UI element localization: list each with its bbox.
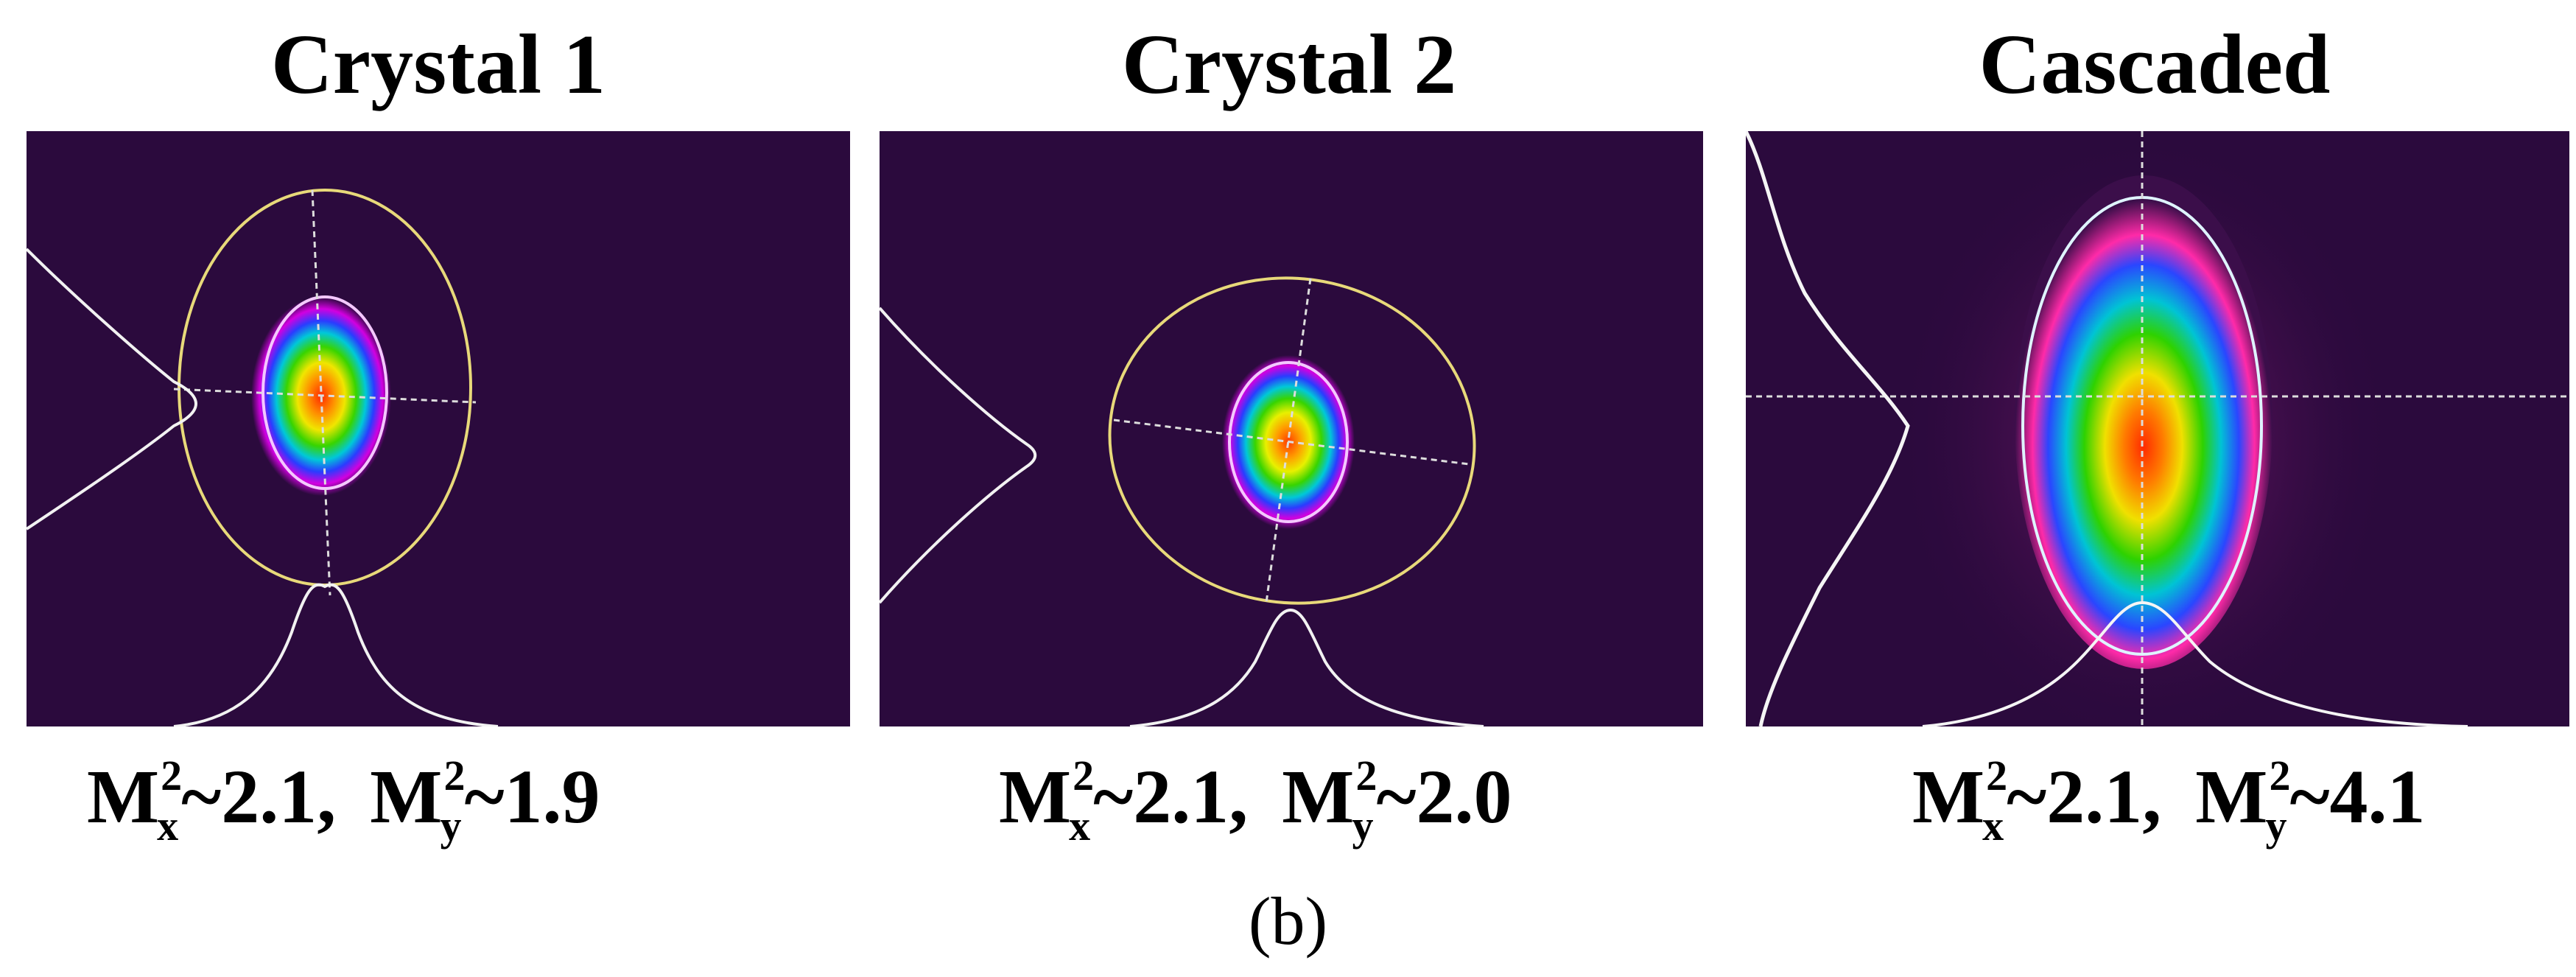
- fit-ellipse-inner: [262, 295, 388, 490]
- profile-curve-horizontal: [1129, 608, 1484, 726]
- beam-profile-crystal-2: [880, 131, 1703, 726]
- caption-cascaded: M2x~2.1, M2y~4.1: [1912, 752, 2426, 850]
- beam-profile-image: [880, 131, 1703, 726]
- axis-line-vertical: [311, 189, 331, 596]
- caption-crystal-2: M2x~2.1, M2y~2.0: [999, 752, 1512, 850]
- figure-label: (b): [1248, 883, 1328, 959]
- fit-ellipse-inner: [1228, 361, 1349, 523]
- beam-profile-image: [1746, 131, 2569, 726]
- panel-title-crystal-1: Crystal 1: [270, 18, 606, 112]
- beam-profile-crystal-1: [27, 131, 850, 726]
- beam-profile-cascaded: [1746, 131, 2569, 726]
- panel-title-crystal-2: Crystal 2: [1121, 18, 1457, 112]
- beam-spot: [2015, 175, 2273, 669]
- panel-title-cascaded: Cascaded: [1979, 18, 2331, 112]
- fit-ellipse-outer: [1108, 276, 1476, 605]
- profile-curve-horizontal: [173, 583, 499, 726]
- axis-line-horizontal: [173, 388, 477, 404]
- axis-line-vertical: [1265, 278, 1312, 603]
- caption-crystal-1: M2x~2.1, M2y~1.9: [87, 752, 600, 850]
- profile-curve-vertical: [880, 307, 1037, 604]
- beam-profile-image: [27, 131, 850, 726]
- profile-curve-vertical: [27, 248, 197, 530]
- profile-curve-vertical: [1746, 131, 1910, 726]
- axis-line-horizontal: [1113, 419, 1470, 466]
- profile-curve-horizontal: [1922, 600, 2468, 726]
